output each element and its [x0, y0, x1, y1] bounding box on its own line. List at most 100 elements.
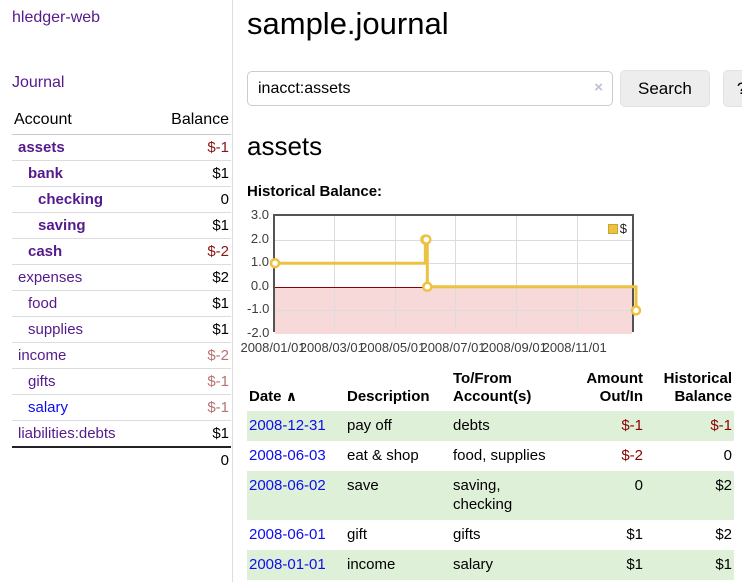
- account-balance: $2: [150, 264, 231, 291]
- clear-search-icon[interactable]: ×: [594, 79, 603, 96]
- register-description-cell: save: [345, 471, 451, 520]
- register-row: 2008-06-02 save saving, checking 0 $2: [247, 471, 734, 520]
- register-description-cell: income: [345, 550, 451, 580]
- account-link[interactable]: liabilities:debts: [18, 425, 116, 442]
- data-point-marker: [630, 305, 642, 316]
- register-date-link-cell: 2008-12-31: [247, 411, 345, 441]
- register-header-date[interactable]: Date ∧: [249, 388, 298, 405]
- y-axis-tick-label: 2.0: [250, 230, 269, 246]
- account-link[interactable]: cash: [28, 243, 63, 260]
- register-balance-cell: $-1: [645, 411, 734, 441]
- y-axis-tick-label: 3.0: [250, 207, 269, 222]
- app-brand-link[interactable]: hledger-web: [12, 9, 101, 26]
- account-row: cash $-2: [12, 238, 231, 265]
- gridline: [275, 263, 632, 265]
- account-balance: $-2: [150, 238, 231, 265]
- account-row: expenses $2: [12, 264, 231, 291]
- account-balance: 0: [150, 186, 231, 213]
- account-row: saving $1: [12, 212, 231, 239]
- account-link[interactable]: expenses: [18, 269, 83, 286]
- register-date-link[interactable]: 2008-06-03: [249, 447, 326, 464]
- gridline: [516, 216, 518, 330]
- search-button[interactable]: Search: [620, 70, 710, 107]
- register-date-link[interactable]: 2008-06-01: [249, 526, 326, 543]
- page-title: sample.journal: [247, 6, 449, 41]
- account-row: gifts $-1: [12, 368, 231, 395]
- gridline: [275, 310, 632, 312]
- register-date-link[interactable]: 2008-06-02: [249, 477, 326, 494]
- register-header-description: Description: [347, 388, 430, 405]
- chart-legend: $: [607, 221, 627, 236]
- register-row: 2008-06-03 eat & shop food, supplies $-2 0: [247, 441, 734, 471]
- account-row: liabilities:debts $1: [12, 420, 231, 448]
- accounts-header-row: Account Balance: [12, 109, 231, 135]
- register-balance-cell: $2: [645, 471, 734, 520]
- y-axis-tick-label: 0.0: [250, 277, 269, 293]
- sidebar-item-journal[interactable]: Journal: [12, 74, 65, 91]
- search-form: × Search ?: [247, 70, 742, 107]
- sidebar: hledger-web Journal Account Balance asse…: [0, 0, 233, 582]
- accounts-total-row: 0: [12, 446, 231, 473]
- account-balance: $-1: [150, 394, 231, 421]
- register-accounts-cell: saving, checking: [451, 471, 561, 520]
- register-balance-cell: $2: [715, 526, 732, 543]
- register-header-accounts: To/From Account(s): [453, 370, 532, 405]
- accounts-total-value: 0: [150, 446, 231, 473]
- main-content: sample.journal × Search ? assets Histori…: [240, 0, 742, 582]
- legend-swatch-icon: [607, 223, 618, 234]
- register-row: 2008-12-31 pay off debts $-1 $-1: [247, 411, 734, 441]
- account-row: checking 0: [12, 186, 231, 213]
- register-amount-cell: $-2: [621, 447, 643, 464]
- register-date-link[interactable]: 2008-12-31: [249, 417, 326, 434]
- account-link[interactable]: assets: [18, 139, 65, 156]
- account-link[interactable]: checking: [38, 191, 104, 208]
- register-row: 2008-06-01 gift gifts $1 $2: [247, 520, 734, 550]
- account-row: salary $-1: [12, 394, 231, 421]
- register-accounts-cell: salary: [451, 550, 561, 580]
- register-date-link[interactable]: 2008-01-01: [249, 556, 326, 573]
- account-link[interactable]: supplies: [28, 321, 84, 338]
- register-header-row: Date ∧ Description To/From Account(s) Am…: [247, 367, 734, 411]
- account-link[interactable]: bank: [28, 165, 64, 182]
- gridline: [576, 216, 578, 330]
- accounts-header-balance: Balance: [150, 109, 231, 135]
- account-row: assets $-1: [12, 134, 231, 161]
- historical-balance-chart: $ 2008/01/01 2008/03/01 2008/05/01 2008/07/…: [240, 206, 677, 356]
- search-input[interactable]: [247, 71, 613, 106]
- register-date-link-cell: 2008-06-01: [247, 520, 345, 550]
- x-axis-tick-label: 2008/09/01: [481, 340, 547, 355]
- sort-ascending-icon: ∧: [285, 388, 298, 404]
- register-accounts-cell: food, supplies: [453, 447, 546, 464]
- account-link[interactable]: income: [18, 347, 67, 364]
- account-link[interactable]: salary: [28, 399, 69, 416]
- register-description-cell: pay off: [345, 411, 451, 441]
- register-accounts-cell: gifts: [453, 526, 481, 543]
- accounts-header-account: Account: [12, 109, 151, 135]
- register-amount-cell: 0: [561, 471, 645, 520]
- register-row: 2008-01-01 income salary $1 $1: [247, 550, 734, 580]
- register-date-link-cell: 2008-06-03: [247, 441, 345, 471]
- account-balance: $1: [150, 212, 231, 239]
- account-row: food $1: [12, 290, 231, 317]
- data-point-marker: [421, 234, 432, 245]
- account-balance: $1: [150, 160, 231, 187]
- register-amount-cell: $1: [561, 550, 645, 580]
- account-link[interactable]: gifts: [28, 373, 56, 390]
- legend-label: $: [619, 221, 627, 236]
- account-balance: $1: [150, 316, 231, 343]
- x-axis-tick-label: 2008/01/01: [240, 340, 306, 355]
- register-accounts-cell: debts: [451, 411, 561, 441]
- account-balance: $-1: [150, 134, 231, 161]
- chart-plot-area: $: [269, 214, 642, 334]
- help-button[interactable]: ?: [722, 70, 742, 107]
- account-link[interactable]: food: [28, 295, 58, 312]
- account-link[interactable]: saving: [38, 217, 86, 234]
- register-header-amount: Amount Out/In: [586, 370, 643, 405]
- register-date-link-cell: 2008-01-01: [247, 550, 345, 580]
- register-header-balance: Historical Balance: [663, 370, 732, 405]
- data-point-marker: [422, 281, 433, 293]
- gridline: [334, 216, 336, 330]
- gridline: [275, 239, 632, 241]
- balance-line-series: [269, 234, 642, 316]
- chart-title: Historical Balance:: [247, 183, 383, 200]
